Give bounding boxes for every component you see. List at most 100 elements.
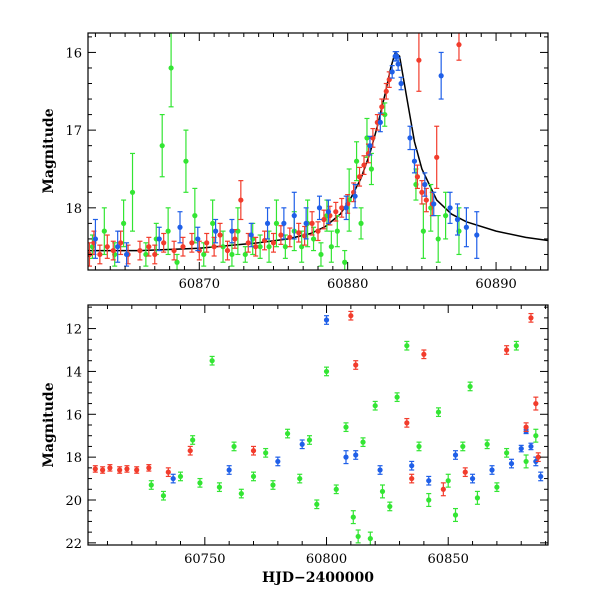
bottom-red-point xyxy=(100,466,106,474)
top-green-point xyxy=(159,113,165,178)
top-red-point xyxy=(423,187,429,213)
bottom-green-point xyxy=(148,480,154,490)
top-y-axis-label: Magnitude xyxy=(41,108,57,193)
bottom-green-point xyxy=(238,488,244,499)
top-blue-point xyxy=(248,222,254,248)
top-red-point xyxy=(416,33,422,92)
top-red-point xyxy=(414,164,421,190)
top-red-point xyxy=(419,180,425,205)
top-red-point xyxy=(238,180,244,221)
bottom-green-point xyxy=(533,428,539,443)
top-blue-point xyxy=(447,191,453,224)
top-green-point xyxy=(229,242,235,267)
top-blue-point xyxy=(463,207,469,248)
top-panel-zoomed-light-curve: 60870 60880 60890 16 17 18 Magnitude xyxy=(41,32,549,292)
top-model-curve xyxy=(88,51,548,252)
top-x-tick-label: 60880 xyxy=(327,277,368,292)
top-red-point xyxy=(224,240,231,261)
bottom-green-point xyxy=(216,482,223,493)
top-blue-point xyxy=(303,207,309,240)
top-blue-point xyxy=(229,218,235,244)
top-green-point xyxy=(257,234,263,259)
bottom-x-axis-label: HJD−2400000 xyxy=(262,570,374,586)
bottom-green-point xyxy=(379,484,386,499)
bottom-red-point xyxy=(528,312,534,323)
bottom-blue-point xyxy=(353,450,359,460)
bottom-blue-point xyxy=(170,473,176,484)
bottom-blue-point xyxy=(275,456,281,467)
bottom-blue-point xyxy=(343,450,349,465)
bottom-green-point xyxy=(343,422,349,433)
bottom-red-point xyxy=(107,464,113,472)
bottom-green-point xyxy=(445,473,451,488)
top-red-point xyxy=(217,222,223,248)
top-blue-point xyxy=(195,226,201,252)
bottom-red-point xyxy=(535,452,541,463)
top-green-point xyxy=(382,102,388,127)
top-green-point xyxy=(220,230,226,263)
bottom-panel-full-light-curve: 60750 60800 60850 12 14 16 18 20 22 Magnitude HJ… xyxy=(41,304,549,586)
top-red-point xyxy=(118,230,124,256)
top-red-point xyxy=(339,197,345,218)
bottom-green-point xyxy=(177,471,184,482)
top-green-point xyxy=(368,152,375,186)
top-blue-point xyxy=(407,125,413,151)
bottom-red-point xyxy=(187,445,193,456)
bottom-green-point xyxy=(426,492,432,508)
bottom-y-tick-label: 12 xyxy=(65,323,82,338)
top-red-point xyxy=(146,236,152,257)
top-blue-point xyxy=(316,195,323,221)
bottom-blue-point xyxy=(226,465,232,475)
bottom-green-point xyxy=(523,454,529,469)
top-green-point xyxy=(342,249,348,270)
bottom-blue-point xyxy=(452,450,459,460)
bottom-blue-point xyxy=(426,475,432,486)
top-green-point xyxy=(273,199,280,248)
top-red-point xyxy=(152,244,158,265)
bottom-green-point xyxy=(250,471,257,482)
bottom-green-point xyxy=(333,484,339,495)
top-blue-point xyxy=(177,211,183,244)
top-blue-point xyxy=(398,76,404,91)
bottom-green-point xyxy=(404,340,410,351)
bottom-y-tick-label: 18 xyxy=(65,451,82,466)
bottom-green-point xyxy=(474,490,481,505)
bottom-green-point xyxy=(504,447,510,458)
bottom-panel-data xyxy=(92,310,544,545)
top-blue-point xyxy=(123,242,130,267)
top-y-tick-label: 16 xyxy=(65,46,82,61)
bottom-green-point xyxy=(190,435,196,445)
bottom-blue-point xyxy=(469,473,476,484)
bottom-red-point xyxy=(504,345,510,355)
bottom-green-point xyxy=(197,477,203,488)
bottom-green-point xyxy=(284,428,291,439)
top-blue-point xyxy=(367,135,373,156)
bottom-series-red xyxy=(92,310,541,497)
bottom-red-point xyxy=(421,349,427,360)
bottom-x-tick-label: 60800 xyxy=(306,552,347,567)
top-red-point xyxy=(171,240,177,261)
bottom-blue-point xyxy=(299,439,305,450)
bottom-red-point xyxy=(523,422,529,433)
bottom-red-point xyxy=(117,466,123,474)
top-red-point xyxy=(434,125,440,190)
top-green-point xyxy=(129,152,136,232)
top-blue-point xyxy=(389,65,395,79)
top-green-point xyxy=(192,187,198,244)
bottom-red-point xyxy=(353,360,359,370)
bottom-green-point xyxy=(350,510,356,525)
top-green-point xyxy=(168,33,174,108)
top-red-point xyxy=(232,228,238,249)
top-red-point xyxy=(161,232,167,253)
top-green-point xyxy=(242,246,248,263)
bottom-red-point xyxy=(146,464,152,472)
top-red-point xyxy=(296,222,302,243)
bottom-panel-ticks: 60750 60800 60850 12 14 16 18 20 22 xyxy=(65,305,548,567)
top-green-point xyxy=(358,207,364,240)
top-blue-point xyxy=(395,57,401,71)
bottom-green-point xyxy=(297,473,303,484)
bottom-blue-point xyxy=(489,465,495,475)
bottom-green-point xyxy=(209,355,215,366)
bottom-red-point xyxy=(409,473,415,484)
